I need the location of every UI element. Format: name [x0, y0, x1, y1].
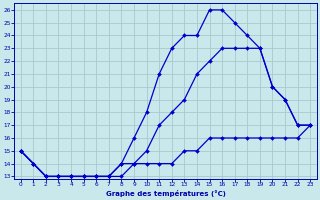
X-axis label: Graphe des températures (°C): Graphe des températures (°C): [106, 190, 225, 197]
